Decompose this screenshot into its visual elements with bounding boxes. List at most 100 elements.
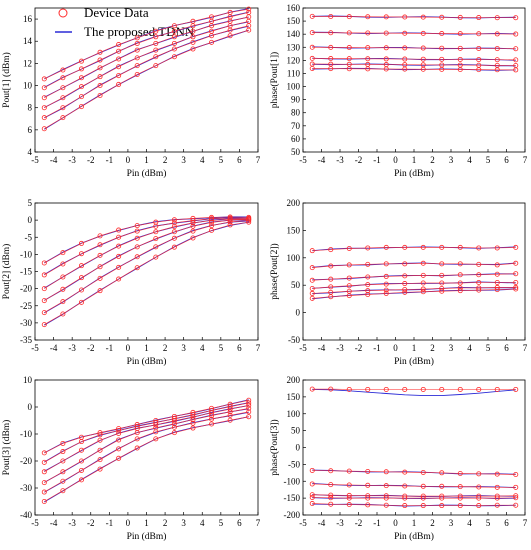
x-tick-label: 5 bbox=[219, 343, 224, 353]
device-data-point bbox=[346, 14, 352, 20]
device-data-point bbox=[439, 66, 445, 72]
x-tick-label: 0 bbox=[126, 155, 131, 165]
device-data-point bbox=[60, 458, 66, 464]
y-tick-label: -150 bbox=[284, 493, 301, 503]
device-data-point bbox=[41, 489, 47, 495]
device-data-point bbox=[41, 115, 47, 121]
device-data-point bbox=[60, 311, 66, 317]
device-data-point bbox=[153, 429, 159, 435]
device-data-point bbox=[383, 261, 389, 267]
y-tick-label: -30 bbox=[20, 318, 32, 328]
x-tick-label: -5 bbox=[31, 343, 39, 353]
y-tick-label: 4 bbox=[28, 147, 33, 157]
device-data-point bbox=[513, 67, 519, 73]
device-data-point bbox=[78, 447, 84, 453]
device-data-point bbox=[97, 264, 103, 270]
device-data-point bbox=[457, 386, 463, 392]
device-data-line bbox=[44, 217, 249, 276]
device-data-point bbox=[116, 81, 122, 87]
device-data-point bbox=[365, 30, 371, 36]
device-data-point bbox=[246, 6, 252, 12]
x-tick-label: -1 bbox=[106, 518, 114, 528]
y-tick-label: 10 bbox=[23, 81, 33, 91]
device-data-point bbox=[153, 28, 159, 34]
device-data-point bbox=[41, 126, 47, 132]
tdnn-curve bbox=[44, 219, 249, 301]
x-tick-label: -1 bbox=[106, 343, 114, 353]
device-data-point bbox=[346, 66, 352, 72]
device-data-point bbox=[420, 45, 426, 51]
x-tick-label: -4 bbox=[50, 155, 58, 165]
device-data-point bbox=[365, 386, 371, 392]
x-tick-label: 6 bbox=[504, 518, 509, 528]
y-tick-label: 0 bbox=[28, 215, 33, 225]
series-2 bbox=[309, 467, 519, 477]
device-data-point bbox=[346, 293, 352, 299]
device-data-point bbox=[171, 28, 177, 34]
device-data-point bbox=[420, 286, 426, 292]
device-data-point bbox=[134, 47, 140, 53]
x-tick-label: 0 bbox=[126, 343, 131, 353]
device-data-point bbox=[246, 397, 252, 403]
device-data-point bbox=[78, 439, 84, 445]
series-2 bbox=[309, 30, 519, 37]
device-data-point bbox=[420, 260, 426, 266]
device-data-point bbox=[420, 280, 426, 286]
device-data-point bbox=[227, 412, 233, 418]
series-3 bbox=[41, 14, 252, 101]
device-data-point bbox=[494, 271, 500, 277]
device-data-point bbox=[78, 287, 84, 293]
device-data-point bbox=[439, 45, 445, 51]
x-axis-label: Pin (dBm) bbox=[394, 168, 434, 179]
device-data-point bbox=[346, 245, 352, 251]
device-data-point bbox=[457, 31, 463, 37]
device-data-point bbox=[227, 33, 233, 39]
x-tick-label: 7 bbox=[523, 155, 528, 165]
device-data-line bbox=[312, 273, 516, 281]
device-data-point bbox=[383, 56, 389, 62]
device-data-point bbox=[78, 458, 84, 464]
device-data-point bbox=[171, 34, 177, 40]
device-data-point bbox=[190, 417, 196, 423]
device-data-point bbox=[60, 299, 66, 305]
x-tick-label: -2 bbox=[355, 155, 363, 165]
device-data-point bbox=[78, 58, 84, 64]
device-data-point bbox=[78, 84, 84, 90]
device-data-point bbox=[209, 223, 215, 229]
x-tick-label: 7 bbox=[523, 343, 528, 353]
device-data-point bbox=[346, 482, 352, 488]
y-tick-label: -40 bbox=[20, 510, 32, 520]
device-data-point bbox=[383, 287, 389, 293]
series-5 bbox=[41, 217, 252, 316]
device-data-point bbox=[246, 409, 252, 415]
device-data-point bbox=[116, 48, 122, 54]
device-data-point bbox=[134, 71, 140, 77]
device-data-point bbox=[476, 471, 482, 477]
y-tick-label: 130 bbox=[287, 42, 301, 52]
device-data-point bbox=[457, 56, 463, 62]
series-6 bbox=[41, 414, 252, 504]
series-2 bbox=[41, 215, 252, 278]
y-tick-label: 150 bbox=[287, 16, 301, 26]
device-data-point bbox=[41, 480, 47, 486]
device-data-point bbox=[209, 214, 215, 220]
legend-marker-device-data bbox=[58, 8, 68, 18]
series-3 bbox=[41, 216, 252, 292]
series-1 bbox=[309, 244, 519, 254]
device-data-point bbox=[328, 501, 334, 507]
device-data-point bbox=[153, 229, 159, 235]
x-axis-label: Pin (dBm) bbox=[127, 356, 167, 367]
device-data-point bbox=[153, 254, 159, 260]
device-data-point bbox=[246, 414, 252, 420]
device-data-point bbox=[457, 484, 463, 490]
y-tick-label: 10 bbox=[23, 375, 33, 385]
device-data-point bbox=[513, 279, 519, 285]
device-data-point bbox=[494, 471, 500, 477]
device-data-line bbox=[44, 405, 249, 473]
device-data-point bbox=[78, 299, 84, 305]
device-data-point bbox=[134, 235, 140, 241]
device-data-point bbox=[97, 466, 103, 472]
chart-panel-2: -5 -4 -3 -2 -1 0 1 2 3 4 5 6 7 50 60 70 80 90 100 110 120 130… bbox=[269, 3, 528, 179]
device-data-point bbox=[420, 483, 426, 489]
device-data-point bbox=[513, 57, 519, 63]
